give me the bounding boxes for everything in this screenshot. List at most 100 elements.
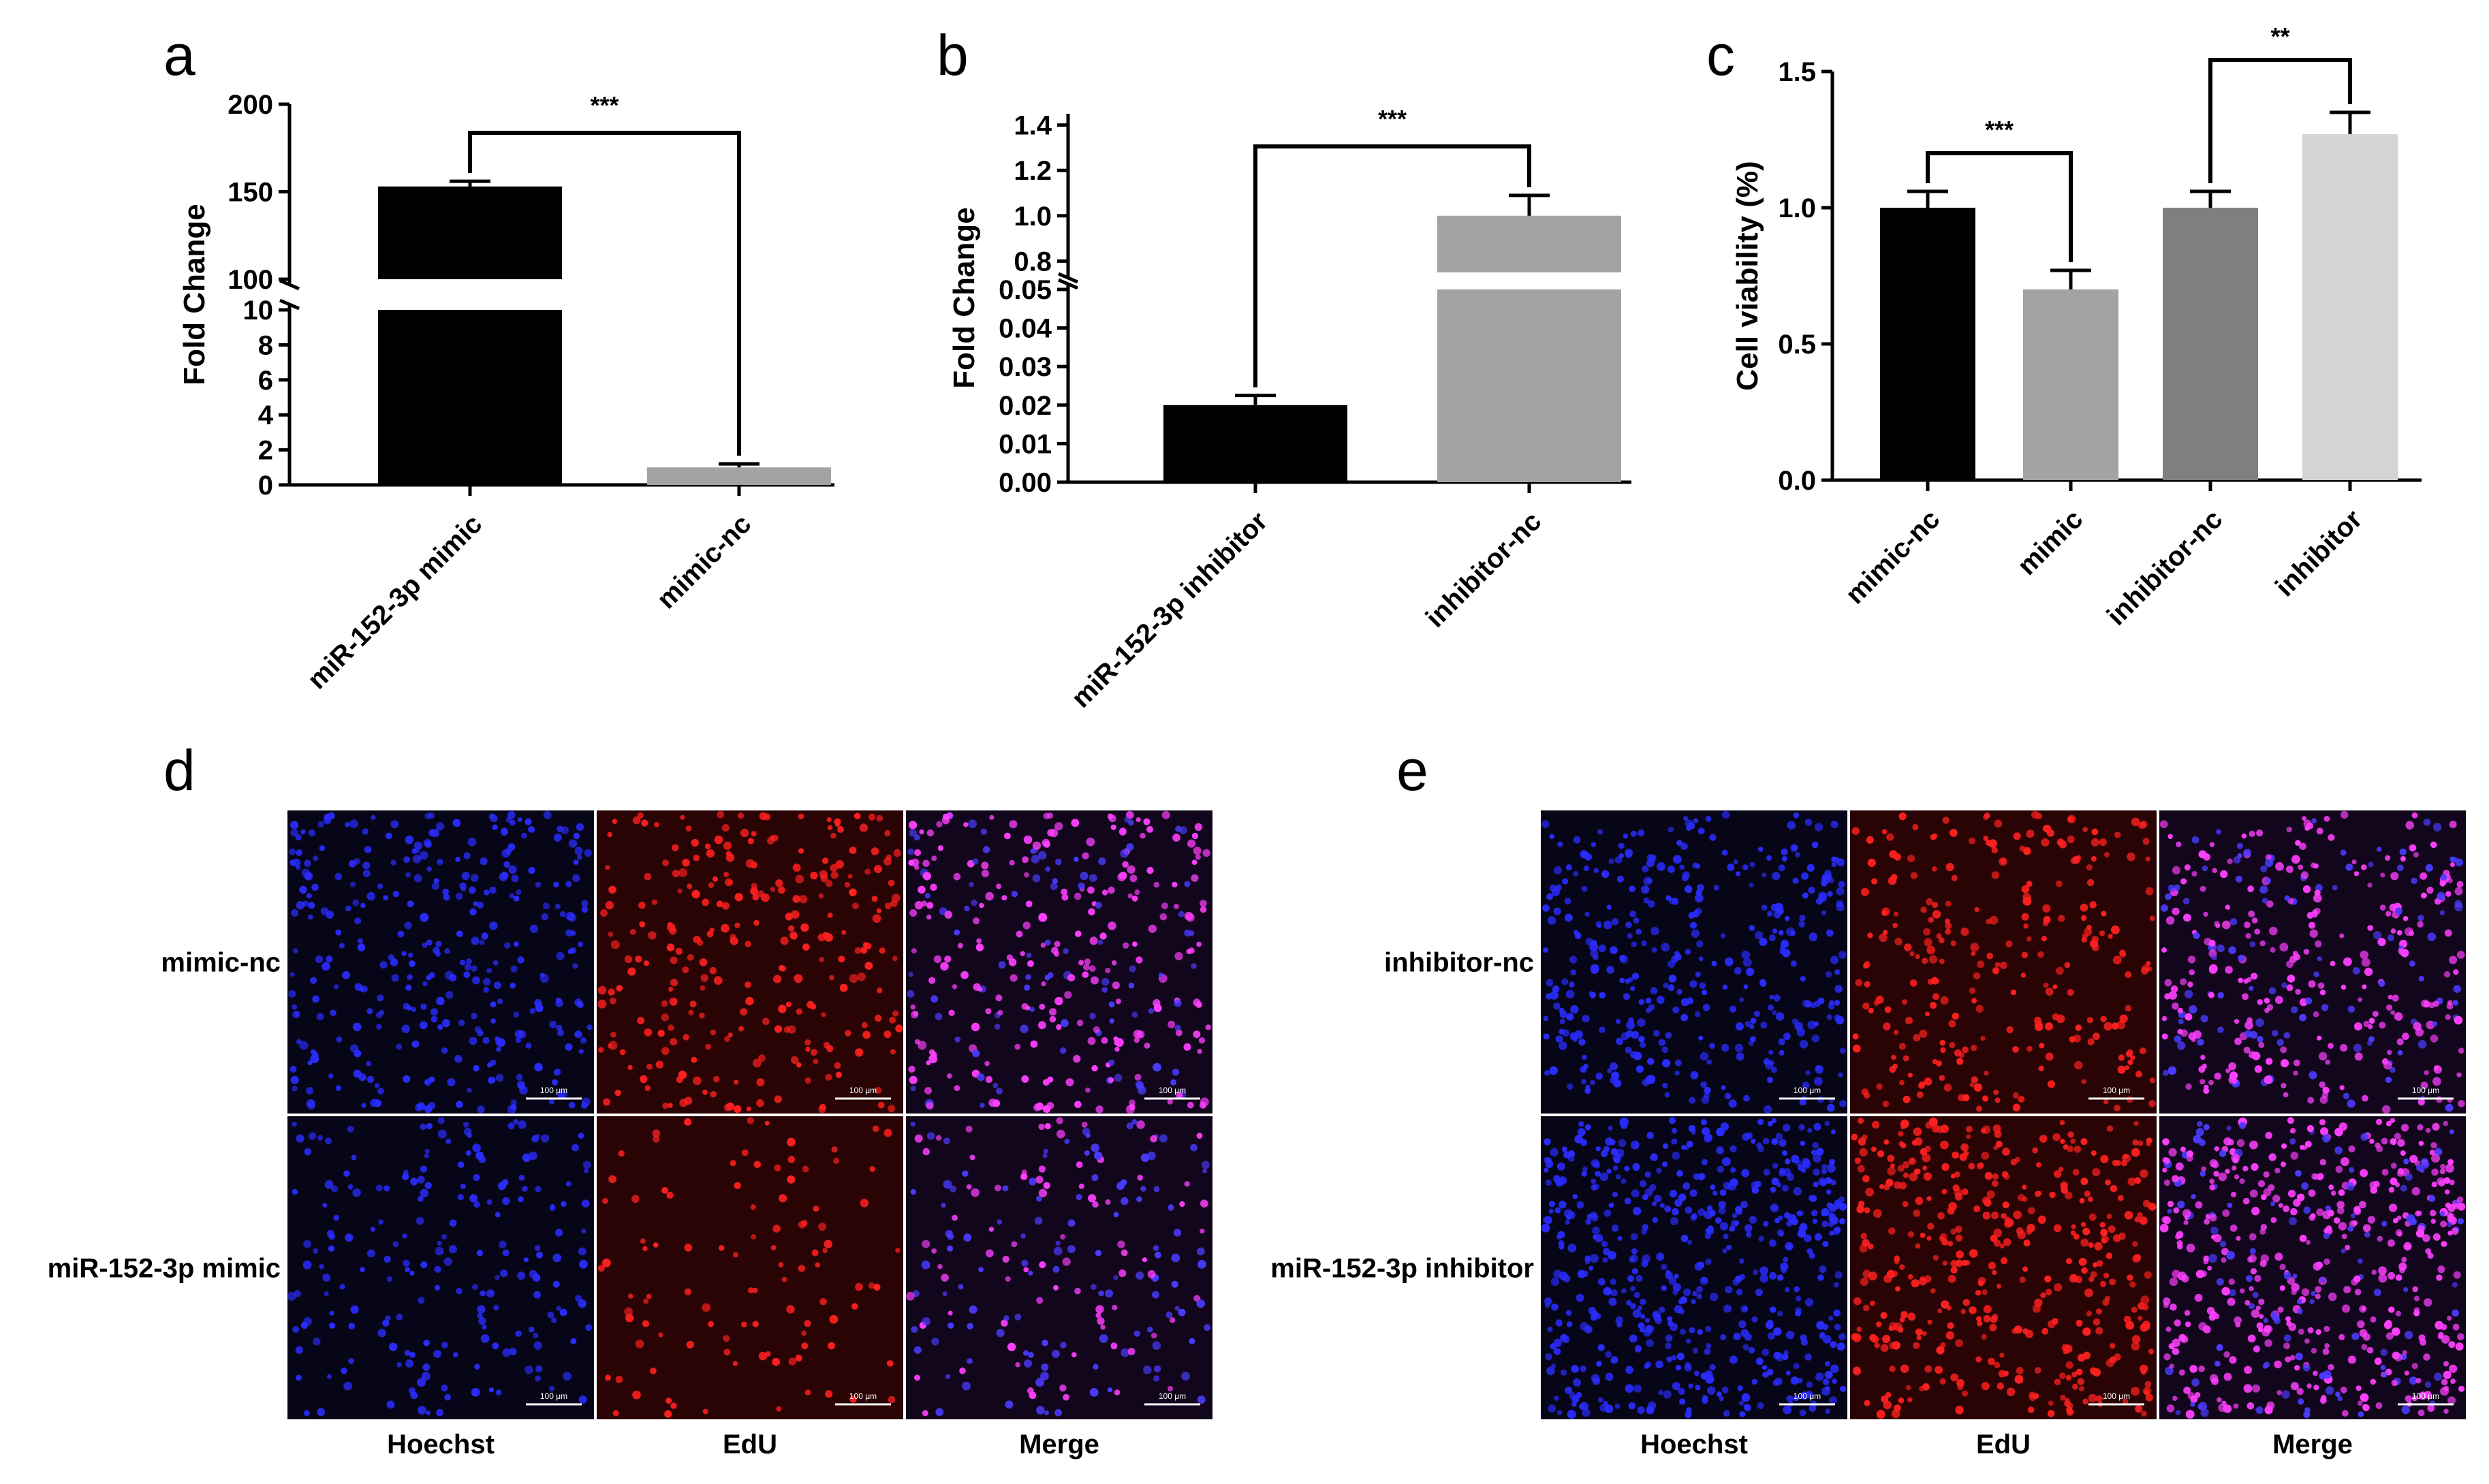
axis-break-mark <box>279 279 300 291</box>
micrograph-hoechst-2: 100 μm <box>1541 1116 1847 1419</box>
panel-letter-b: b <box>937 23 969 87</box>
y-tick-label: 8 <box>258 330 273 360</box>
y-tick-label: 6 <box>258 366 273 396</box>
panel-d-edu-mimic: mimic-nc 100 μm 100 μm 100 μm miR-152-3p mim… <box>48 810 1212 1459</box>
micrograph-hoechst-1: 100 μm <box>1541 810 1847 1114</box>
x-category-label: inhibitor <box>2270 504 2368 602</box>
y-axis-title: Fold Change <box>178 204 211 385</box>
micrograph-edu-2: 100 μm <box>1850 1116 2157 1419</box>
significance-label: *** <box>590 91 619 119</box>
bar-0 <box>1163 405 1347 482</box>
bar-1-upper <box>1437 215 1621 272</box>
significance-bracket <box>2208 58 2352 183</box>
bar-0-lower <box>378 310 562 485</box>
column-label: EdU <box>723 1430 777 1459</box>
scale-bar-label: 100 μm <box>1159 1391 1186 1401</box>
row-label: inhibitor-nc <box>1384 948 1534 978</box>
y-tick-label: 2 <box>258 436 273 466</box>
y-tick-label: 100 <box>228 265 273 295</box>
y-tick-label: 0.0 <box>1778 466 1816 496</box>
column-label: Merge <box>1019 1430 1099 1459</box>
y-tick-label: 1.0 <box>1014 202 1052 232</box>
column-label: EdU <box>1976 1430 2031 1459</box>
x-category-label: inhibitor-nc <box>1420 506 1548 633</box>
x-category-label: inhibitor-nc <box>2101 504 2229 631</box>
scale-bar-label: 100 μm <box>2103 1391 2130 1401</box>
x-category-label: mimic-nc <box>651 509 757 614</box>
y-tick-label: 0.01 <box>999 429 1052 459</box>
axis-break-mark <box>1058 272 1078 284</box>
scale-bar-label: 100 μm <box>2412 1086 2439 1095</box>
y-tick-label: 200 <box>228 90 273 120</box>
bar-mimic <box>2023 289 2118 480</box>
panel-e-edu-inhibitor: inhibitor-nc 100 μm 100 μm 100 μm miR-152-3p… <box>1270 810 2466 1459</box>
axis-break-mark <box>279 298 300 311</box>
micrograph-merge-1: 100 μm <box>906 810 1212 1114</box>
column-label: Merge <box>2272 1430 2353 1459</box>
scale-bar-label: 100 μm <box>540 1391 567 1401</box>
micrograph-edu-2: 100 μm <box>597 1116 903 1419</box>
row-label: miR-152-3p inhibitor <box>1270 1254 1534 1284</box>
column-label: Hoechst <box>387 1430 495 1459</box>
chart-b-fold-change-inhibitor: 0.00 0.01 0.02 0.03 0.04 0.050.8 1.0 1.2 1.4 Fold… <box>948 105 1631 714</box>
y-axis-title: Fold Change <box>948 207 981 388</box>
y-tick-label: 0.03 <box>999 352 1052 382</box>
y-tick-label: 0.05 <box>999 275 1052 305</box>
y-tick-label: 150 <box>228 178 273 208</box>
y-tick-label: 0 <box>258 471 273 501</box>
significance-label: *** <box>1378 105 1407 133</box>
row-label: miR-152-3p mimic <box>48 1254 281 1284</box>
significance-bracket <box>1926 151 2073 262</box>
bar-inhibitor-nc <box>2163 208 2258 480</box>
y-tick-label: 0.8 <box>1014 247 1052 277</box>
y-tick-label: 1.0 <box>1778 193 1816 223</box>
axis-break-mark <box>1058 278 1078 290</box>
y-tick-label: 0.02 <box>999 391 1052 421</box>
x-category-label: miR-152-3p mimic <box>302 509 488 695</box>
panel-letter-a: a <box>163 23 195 87</box>
scale-bar-label: 100 μm <box>1794 1086 1821 1095</box>
x-category-label: mimic <box>2012 504 2089 581</box>
panel-letter-e: e <box>1396 738 1428 802</box>
y-tick-label: 0.5 <box>1778 330 1816 360</box>
significance-label: ** <box>2270 22 2289 50</box>
bar-inhibitor <box>2302 134 2398 480</box>
significance-bracket <box>1253 144 1531 388</box>
x-category-label: mimic-nc <box>1840 504 1945 610</box>
chart-c-cell-viability: 0.0 0.5 1.0 1.5 Cell viability (%) mimic-nc mi… <box>1731 22 2422 631</box>
y-tick-label: 0.00 <box>999 468 1052 498</box>
row-label: mimic-nc <box>161 948 281 978</box>
scale-bar-label: 100 μm <box>2103 1086 2130 1095</box>
y-tick-label: 1.4 <box>1014 111 1052 141</box>
panel-letter-c: c <box>1706 23 1735 87</box>
micrograph-merge-2: 100 μm <box>2159 1116 2466 1419</box>
bar-1 <box>647 467 831 485</box>
scale-bar-label: 100 μm <box>2412 1391 2439 1401</box>
column-label: Hoechst <box>1640 1430 1748 1459</box>
x-category-label: miR-152-3p inhibitor <box>1066 506 1274 714</box>
micrograph-merge-1: 100 μm <box>2159 810 2466 1114</box>
y-tick-label: 1.5 <box>1778 57 1816 87</box>
micrograph-hoechst-2: 100 μm <box>287 1116 594 1419</box>
y-tick-label: 0.04 <box>999 314 1052 344</box>
significance-label: *** <box>1985 116 2014 144</box>
scale-bar-label: 100 μm <box>849 1391 877 1401</box>
bar-mimic-nc <box>1880 208 1975 480</box>
bar-0-upper <box>378 186 562 279</box>
micrograph-edu-1: 100 μm <box>1850 810 2157 1114</box>
scale-bar-label: 100 μm <box>849 1086 877 1095</box>
scale-bar-label: 100 μm <box>540 1086 567 1095</box>
micrograph-merge-2: 100 μm <box>905 1116 1212 1419</box>
significance-bracket <box>468 131 741 456</box>
y-tick-label: 1.2 <box>1014 156 1052 186</box>
scale-bar-label: 100 μm <box>1794 1391 1821 1401</box>
panel-letter-d: d <box>163 738 195 802</box>
y-tick-label: 10 <box>243 296 274 326</box>
scale-bar-label: 100 μm <box>1159 1086 1186 1095</box>
y-tick-label: 4 <box>258 400 274 430</box>
micrograph-hoechst-1: 100 μm <box>287 810 594 1114</box>
bar-1-lower <box>1437 289 1621 482</box>
micrograph-edu-1: 100 μm <box>597 810 903 1114</box>
